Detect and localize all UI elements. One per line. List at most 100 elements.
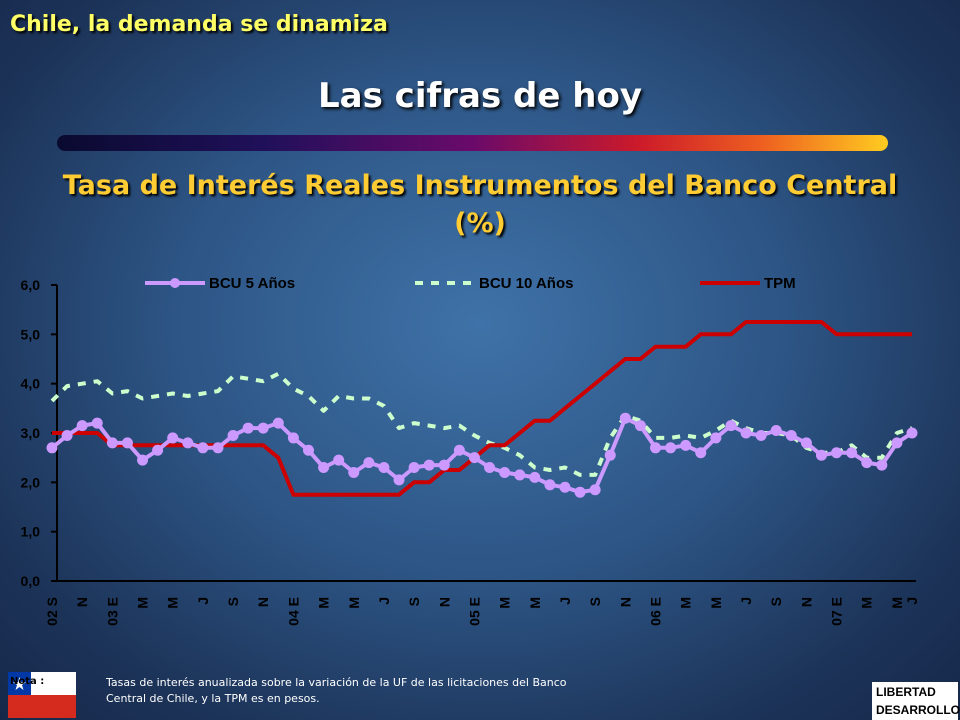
point [529,471,541,483]
x-tick-label: 06 E [648,597,664,626]
logo-bottom: DESARROLLO [876,703,960,717]
point [46,442,58,454]
point [484,462,496,474]
point [891,437,903,449]
point [619,412,631,424]
x-tick-label: N [255,597,271,607]
y-tick-label: 5,0 [21,326,41,342]
point [544,479,556,491]
point [800,437,812,449]
point [121,437,133,449]
legend-label: TPM [764,275,796,292]
point [91,417,103,429]
point [302,444,314,456]
point [61,429,73,441]
note: Tasas de interés anualizada sobre la var… [106,676,567,705]
y-tick-label: 4,0 [21,376,41,392]
x-tick-label: M [497,597,513,609]
point [514,469,526,481]
y-tick-label: 2,0 [21,474,41,490]
point [242,422,254,434]
point [831,447,843,459]
legend-label: BCU 10 Años [479,275,573,292]
x-tick-label: S [225,597,241,606]
x-tick-label: M [859,597,875,609]
x-tick-label: J [195,597,211,605]
point [876,459,888,471]
point [725,420,737,432]
point [861,457,873,469]
point [906,427,918,439]
x-tick-label: M [346,597,362,609]
x-tick-label: M [678,597,694,609]
x-tick-label: S [587,597,603,606]
point [257,422,269,434]
point [589,484,601,496]
point [499,466,511,478]
point [574,486,586,498]
point [559,481,571,493]
section-title: Chile, la demanda se dinamiza [10,12,388,37]
point [604,449,616,461]
note-label: Nota : [10,676,45,687]
y-tick-label: 1,0 [21,524,41,540]
point [182,437,194,449]
x-tick-label: N [798,597,814,607]
point [333,454,345,466]
point [770,425,782,437]
x-tick-label: N [617,597,633,607]
point [167,432,179,444]
x-tick-label: J [557,597,573,605]
x-tick-label: J [738,597,754,605]
point [393,474,405,486]
x-tick-label: S [768,597,784,606]
point [846,447,858,459]
x-tick-label: M [165,597,181,609]
point [650,442,662,454]
point [137,454,149,466]
point [665,442,677,454]
point [348,466,360,478]
x-tick-label: N [436,597,452,607]
point [740,427,752,439]
point [287,432,299,444]
point [106,437,118,449]
series-line [50,371,913,477]
point [212,442,224,454]
logo-top: LIBERTAD [876,685,936,699]
point [695,447,707,459]
point [227,429,239,441]
point [634,420,646,432]
x-tick-label: M [527,597,543,609]
x-tick-label: 03 E [104,597,120,626]
y-tick-label: 3,0 [21,425,41,441]
point [378,462,390,474]
series-line [50,416,914,495]
x-tick-label: M [889,597,905,609]
x-tick-label: 07 E [829,597,845,626]
point [815,449,827,461]
chart-subtitle: (%) [454,208,506,239]
point [755,429,767,441]
y-tick-label: 0,0 [21,573,41,589]
x-tick-label: S [406,597,422,606]
x-tick-label: 02 S [44,597,60,626]
point [438,459,450,471]
legend-marker [170,278,180,288]
x-tick-label: M [135,597,151,609]
point [408,462,420,474]
point [680,439,692,451]
point [468,452,480,464]
point [318,462,330,474]
point [272,417,284,429]
x-tick-label: M [316,597,332,609]
point [710,432,722,444]
point [785,429,797,441]
y-tick-label: 6,0 [21,277,41,293]
x-tick-label: N [74,597,90,607]
point [363,457,375,469]
point [76,420,88,432]
series-line [52,320,912,497]
